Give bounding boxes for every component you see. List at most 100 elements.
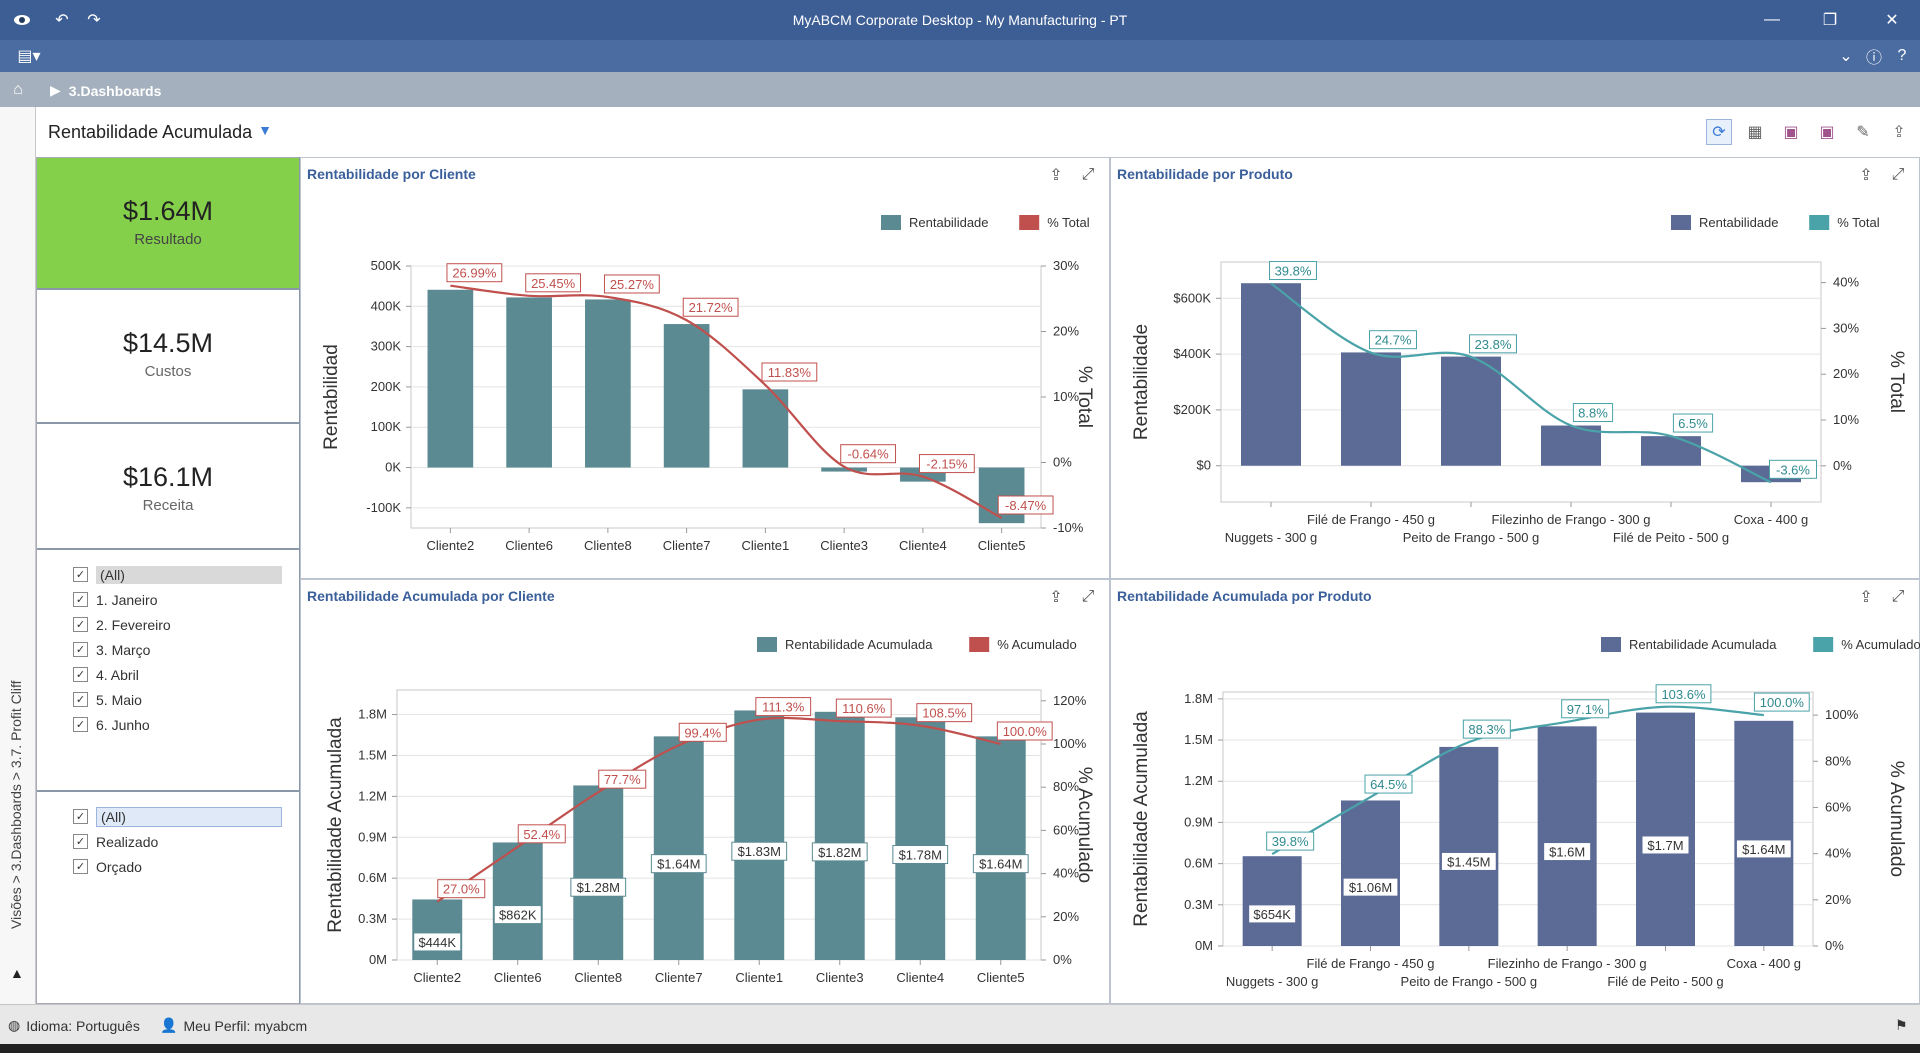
x-tick-label: Cliente3 — [816, 970, 864, 985]
export-icon[interactable]: ⇪ — [1859, 589, 1873, 606]
filter-option-orcado[interactable]: ✓ Orçado — [37, 854, 299, 879]
x-tick-label: Cliente7 — [655, 970, 703, 985]
bar — [506, 297, 552, 468]
minimize-icon[interactable]: — — [1764, 11, 1780, 28]
checkbox-checked-icon[interactable]: ✓ — [73, 567, 88, 582]
filter-option-junho[interactable]: ✓ 6. Junho — [37, 712, 299, 737]
line-value-label: 25.27% — [610, 277, 655, 292]
breadcrumb-item[interactable]: ▶ 3.Dashboards — [50, 82, 161, 99]
filter-option-label: Realizado — [96, 833, 159, 850]
maximize-icon[interactable]: ⤢ — [1081, 588, 1095, 605]
checkbox-checked-icon[interactable]: ✓ — [73, 834, 88, 849]
bar-value-label: $1.06M — [1349, 880, 1392, 895]
user-icon: 👤 — [160, 1017, 178, 1033]
line-value-box — [835, 698, 892, 718]
language-status[interactable]: ◍ Idioma: Português — [8, 1017, 140, 1034]
y2-tick-label: 20% — [1053, 324, 1079, 339]
filter-option-label: 2. Fevereiro — [96, 616, 171, 633]
y2-tick-label: 20% — [1833, 366, 1859, 381]
filter-option-realizado[interactable]: ✓ Realizado — [37, 829, 299, 854]
help-icon[interactable]: ? — [1897, 47, 1907, 64]
y-tick-label: 1.8M — [1184, 691, 1213, 706]
export-icon[interactable]: ⇪ — [1859, 167, 1873, 184]
x-tick-label: Filé de Peito - 500 g — [1607, 974, 1723, 989]
bar — [427, 289, 474, 468]
checkbox-checked-icon[interactable]: ✓ — [73, 667, 88, 682]
home-icon[interactable]: ⌂ — [13, 81, 23, 98]
side-path: Visões > 3.Dashboards > 3.7. Profit Clif… — [6, 257, 26, 937]
collapse-up-icon[interactable]: ▲ — [10, 965, 24, 981]
filter-option-janeiro[interactable]: ✓ 1. Janeiro — [37, 587, 299, 612]
refresh-icon[interactable]: ⟳ — [1706, 119, 1732, 145]
checkbox-checked-icon[interactable]: ✓ — [73, 592, 88, 607]
checkbox-checked-icon[interactable]: ✓ — [73, 642, 88, 657]
save-as-icon[interactable]: ▣ — [1819, 124, 1835, 141]
line-value-label: -8.47% — [1005, 498, 1047, 513]
checkbox-checked-icon[interactable]: ✓ — [73, 859, 88, 874]
line-value-box — [678, 722, 727, 742]
maximize-icon[interactable]: ⤢ — [1891, 166, 1905, 183]
y-axis-title: Rentabilidade — [1131, 324, 1152, 440]
checkbox-checked-icon[interactable]: ✓ — [73, 717, 88, 732]
export-icon[interactable]: ⇪ — [1049, 589, 1063, 606]
x-tick-label: Cliente1 — [742, 538, 790, 553]
line-value-box — [682, 297, 739, 317]
filter-option-all[interactable]: ✓ (All) — [37, 804, 299, 829]
filter-option-maio[interactable]: ✓ 5. Maio — [37, 687, 299, 712]
info-icon[interactable]: ⓘ — [1865, 50, 1882, 67]
line-value-box — [1364, 774, 1413, 794]
legend-label: Rentabilidade — [1699, 215, 1779, 230]
dashboard-header: Rentabilidade Acumulada ▼ ⟳ ▦ ▣ ▣ ✎ ⇪ — [36, 107, 1920, 157]
chevron-down-icon[interactable]: ⌄ — [1839, 48, 1853, 65]
redo-icon[interactable]: ↷ — [87, 12, 101, 29]
kpi-value: $1.64M — [122, 196, 214, 226]
y-tick-label: 300K — [371, 339, 402, 354]
filter-option-all[interactable]: ✓ (All) — [37, 562, 299, 587]
line-value-box — [1655, 684, 1712, 704]
export-icon[interactable]: ⇪ — [1892, 124, 1906, 141]
bar-value-box — [811, 842, 868, 862]
legend-label: % Total — [1047, 215, 1090, 230]
checkbox-checked-icon[interactable]: ✓ — [73, 692, 88, 707]
x-tick-label: Coxa - 400 g — [1727, 956, 1801, 971]
legend-swatch — [881, 215, 901, 230]
x-tick-label: Cliente3 — [820, 538, 868, 553]
filter-option-marco[interactable]: ✓ 3. Março — [37, 637, 299, 662]
close-icon[interactable]: ✕ — [1885, 12, 1899, 29]
grid-icon[interactable]: ▦ — [1747, 124, 1763, 141]
restore-icon[interactable]: ❐ — [1822, 12, 1838, 29]
y-tick-label: 0.6M — [1184, 856, 1213, 871]
y-tick-label: 1.5M — [1184, 732, 1213, 747]
filter-icon[interactable]: ▼ — [258, 121, 273, 138]
panel-toggle-icon[interactable]: ▤▾ — [17, 48, 41, 65]
bar-value-box — [972, 854, 1029, 874]
bar — [978, 467, 1025, 524]
checkbox-checked-icon[interactable]: ✓ — [73, 809, 88, 824]
filter-option-label: (All) — [96, 806, 282, 827]
undo-icon[interactable]: ↶ — [55, 12, 69, 29]
kpi-resultado: $1.64M Resultado — [37, 158, 299, 290]
kpi-custos: $14.5M Custos — [37, 290, 299, 424]
maximize-icon[interactable]: ⤢ — [1081, 166, 1095, 183]
save-icon[interactable]: ▣ — [1783, 124, 1799, 141]
maximize-icon[interactable]: ⤢ — [1891, 588, 1905, 605]
y2-tick-label: 100% — [1825, 707, 1859, 722]
y-tick-label: 1.8M — [358, 707, 387, 722]
edit-icon[interactable]: ✎ — [1856, 124, 1870, 141]
line-value-box — [598, 769, 647, 789]
y2-tick-label: 60% — [1053, 822, 1079, 837]
export-icon[interactable]: ⇪ — [1049, 167, 1063, 184]
flag-icon[interactable]: ⚑ — [1895, 1017, 1908, 1033]
bar-value-box — [892, 844, 949, 864]
chart-panel-acumulada-produto: Rentabilidade Acumulada por Produto ⇪ ⤢ 1… — [1110, 579, 1920, 1004]
checkbox-checked-icon[interactable]: ✓ — [73, 617, 88, 632]
line-value-label: 99.4% — [684, 725, 721, 740]
filter-option-fevereiro[interactable]: ✓ 2. Fevereiro — [37, 612, 299, 637]
filter-option-abril[interactable]: ✓ 4. Abril — [37, 662, 299, 687]
line-value-label: 39.8% — [1275, 264, 1312, 279]
x-tick-label: Peito de Frango - 500 g — [1401, 974, 1538, 989]
bar-value-box — [1342, 877, 1399, 897]
profile-status[interactable]: 👤 Meu Perfil: myabcm — [160, 1017, 307, 1034]
dashboard-title-label: Rentabilidade Acumulada — [48, 122, 253, 142]
x-tick-label: Coxa - 400 g — [1734, 512, 1808, 527]
